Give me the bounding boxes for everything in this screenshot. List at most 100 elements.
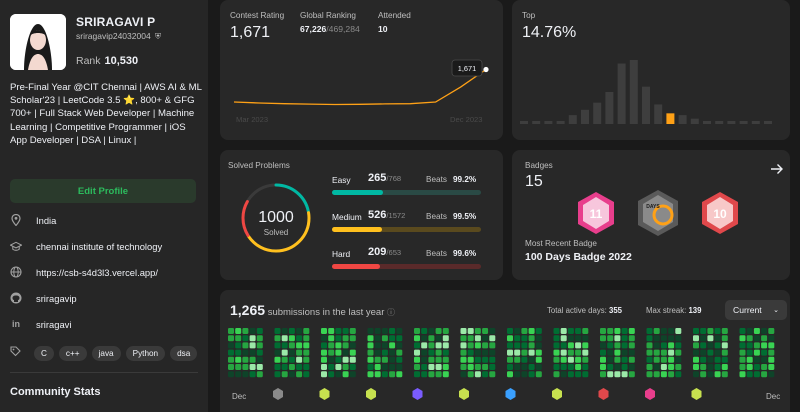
heatmap-cell[interactable] xyxy=(700,335,707,342)
heatmap-cell[interactable] xyxy=(421,335,428,342)
heatmap-cell[interactable] xyxy=(374,364,381,370)
heatmap-cell[interactable] xyxy=(242,328,249,334)
heatmap-cell[interactable] xyxy=(489,342,496,349)
heatmap-cell[interactable] xyxy=(303,356,310,363)
heatmap-cell[interactable] xyxy=(521,371,528,378)
heatmap-cell[interactable] xyxy=(328,364,335,370)
monthly-badge-icon[interactable] xyxy=(645,388,655,400)
heatmap-cell[interactable] xyxy=(582,328,589,334)
heatmap-cell[interactable] xyxy=(746,371,753,378)
badge-october[interactable]: 10 xyxy=(702,192,738,234)
heatmap-cell[interactable] xyxy=(328,349,335,356)
heatmap-cell[interactable] xyxy=(428,371,435,378)
heatmap-cell[interactable] xyxy=(607,335,614,342)
heatmap-cell[interactable] xyxy=(675,328,682,334)
heatmap-cell[interactable] xyxy=(560,342,567,349)
heatmap-cell[interactable] xyxy=(389,335,396,342)
heatmap-cell[interactable] xyxy=(721,328,728,334)
heatmap-cell[interactable] xyxy=(288,371,295,378)
heatmap-cell[interactable] xyxy=(746,328,753,334)
heatmap-cell[interactable] xyxy=(514,371,521,378)
heatmap-cell[interactable] xyxy=(768,328,775,334)
heatmap-cell[interactable] xyxy=(428,349,435,356)
heatmap-cell[interactable] xyxy=(288,356,295,363)
heatmap-cell[interactable] xyxy=(600,335,606,342)
heatmap-cell[interactable] xyxy=(303,328,310,334)
heatmap-cell[interactable] xyxy=(660,349,667,356)
heatmap-cell[interactable] xyxy=(521,364,528,370)
heatmap-cell[interactable] xyxy=(668,364,675,370)
heatmap-cell[interactable] xyxy=(396,342,403,349)
heatmap-cell[interactable] xyxy=(707,335,714,342)
heatmap-cell[interactable] xyxy=(660,356,667,363)
heatmap-cell[interactable] xyxy=(753,356,760,363)
heatmap-cell[interactable] xyxy=(768,364,775,370)
heatmap-cell[interactable] xyxy=(753,349,760,356)
heatmap-cell[interactable] xyxy=(482,335,489,342)
heatmap-cell[interactable] xyxy=(249,328,256,334)
heatmap-cell[interactable] xyxy=(303,342,310,349)
heatmap-cell[interactable] xyxy=(342,371,349,378)
heatmap-cell[interactable] xyxy=(482,328,489,334)
heatmap-cell[interactable] xyxy=(535,328,542,334)
edit-profile-button[interactable]: Edit Profile xyxy=(10,179,196,203)
heatmap-cell[interactable] xyxy=(274,342,281,349)
heatmap-cell[interactable] xyxy=(421,371,428,378)
heatmap-cell[interactable] xyxy=(707,328,714,334)
heatmap-cell[interactable] xyxy=(435,349,442,356)
heatmap-cell[interactable] xyxy=(228,356,234,363)
heatmap-cell[interactable] xyxy=(560,335,567,342)
heatmap-cell[interactable] xyxy=(614,328,621,334)
heatmap-cell[interactable] xyxy=(396,356,403,363)
heatmap-cell[interactable] xyxy=(249,364,256,370)
monthly-badge-icon[interactable] xyxy=(552,388,562,400)
heatmap-cell[interactable] xyxy=(328,371,335,378)
heatmap-cell[interactable] xyxy=(700,328,707,334)
heatmap-cell[interactable] xyxy=(628,356,635,363)
heatmap-cell[interactable] xyxy=(628,364,635,370)
heatmap-cell[interactable] xyxy=(761,356,768,363)
heatmap-cell[interactable] xyxy=(700,371,707,378)
heatmap-cell[interactable] xyxy=(614,342,621,349)
heatmap-cell[interactable] xyxy=(321,328,327,334)
heatmap-cell[interactable] xyxy=(235,371,242,378)
heatmap-cell[interactable] xyxy=(256,342,263,349)
heatmap-cell[interactable] xyxy=(460,342,467,349)
linkedin-link[interactable]: in sriragavi xyxy=(12,318,72,330)
heatmap-cell[interactable] xyxy=(614,349,621,356)
heatmap-cell[interactable] xyxy=(621,335,628,342)
heatmap-cell[interactable] xyxy=(442,342,449,349)
heatmap-cell[interactable] xyxy=(660,364,667,370)
heatmap-cell[interactable] xyxy=(528,342,535,349)
heatmap-cell[interactable] xyxy=(474,356,481,363)
heatmap-cell[interactable] xyxy=(553,356,560,363)
heatmap-cell[interactable] xyxy=(553,371,560,378)
heatmap-cell[interactable] xyxy=(646,328,653,334)
heatmap-cell[interactable] xyxy=(374,342,381,349)
heatmap-cell[interactable] xyxy=(281,371,288,378)
tag-cpp[interactable]: c++ xyxy=(58,345,87,361)
heatmap-cell[interactable] xyxy=(614,371,621,378)
heatmap-cell[interactable] xyxy=(521,356,528,363)
heatmap-cell[interactable] xyxy=(421,349,428,356)
heatmap-cell[interactable] xyxy=(342,356,349,363)
heatmap-cell[interactable] xyxy=(303,371,310,378)
heatmap-cell[interactable] xyxy=(607,328,614,334)
heatmap-cell[interactable] xyxy=(349,356,356,363)
heatmap-cell[interactable] xyxy=(721,349,728,356)
heatmap-cell[interactable] xyxy=(761,364,768,370)
heatmap-cell[interactable] xyxy=(567,371,574,378)
heatmap-cell[interactable] xyxy=(256,335,263,342)
heatmap-cell[interactable] xyxy=(274,356,281,363)
heatmap-cell[interactable] xyxy=(249,371,256,378)
tag-dsa[interactable]: dsa xyxy=(170,345,198,361)
heatmap-cell[interactable] xyxy=(660,328,667,334)
heatmap-cell[interactable] xyxy=(414,342,420,349)
heatmap-cell[interactable] xyxy=(349,342,356,349)
submission-heatmap[interactable]: Dec Dec xyxy=(228,328,784,412)
heatmap-cell[interactable] xyxy=(707,371,714,378)
heatmap-cell[interactable] xyxy=(514,335,521,342)
monthly-badge-icon[interactable] xyxy=(319,388,330,400)
heatmap-cell[interactable] xyxy=(607,364,614,370)
heatmap-cell[interactable] xyxy=(514,364,521,370)
